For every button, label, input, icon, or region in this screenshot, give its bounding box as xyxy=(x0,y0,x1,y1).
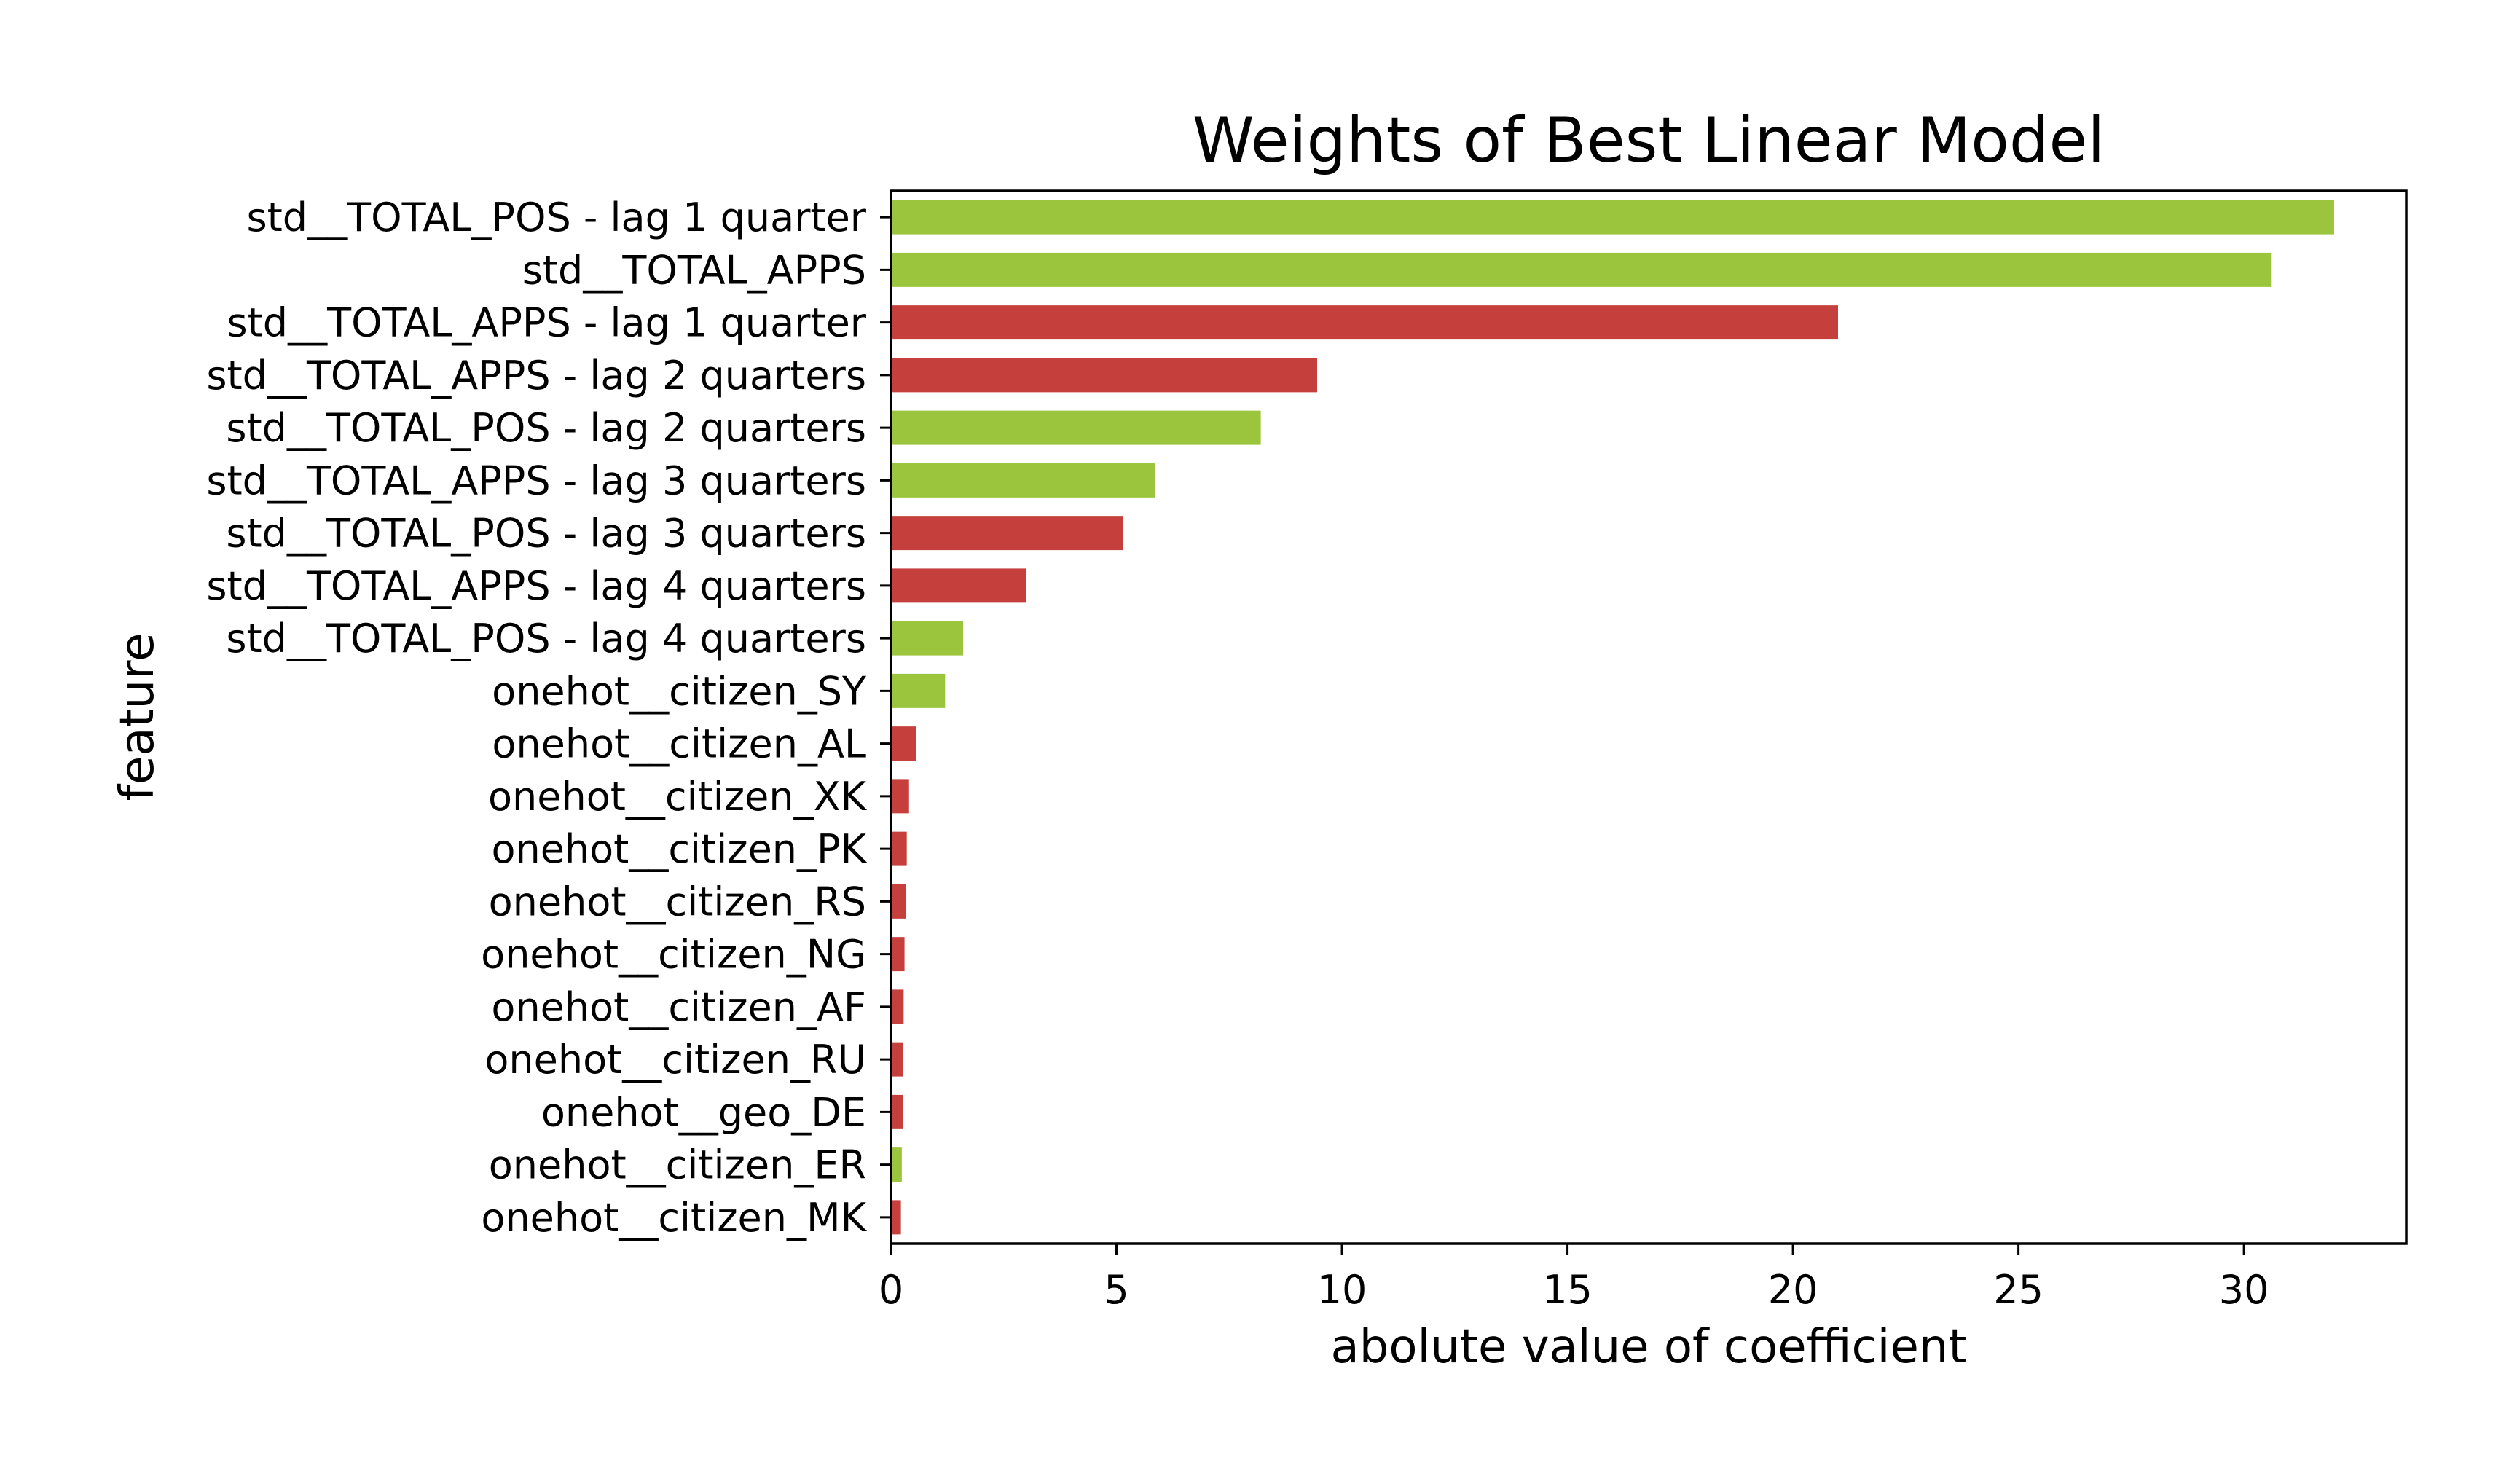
bar xyxy=(891,1094,903,1129)
bar xyxy=(891,252,2272,287)
y-tick-label: onehot__citizen_SY xyxy=(492,668,867,714)
x-tick-label: 25 xyxy=(1993,1267,2043,1313)
y-tick-label: std__TOTAL_APPS xyxy=(522,247,866,293)
y-tick-label: onehot__citizen_XK xyxy=(488,774,868,820)
x-tick-label: 20 xyxy=(1768,1267,1818,1313)
bar xyxy=(891,621,964,656)
bar xyxy=(891,831,907,866)
bar xyxy=(891,200,2334,235)
y-tick-label: std__TOTAL_APPS - lag 3 quarters xyxy=(206,458,866,503)
bar xyxy=(891,1147,902,1182)
bar xyxy=(891,305,1838,340)
x-tick-label: 10 xyxy=(1317,1267,1367,1313)
bar xyxy=(891,937,905,972)
y-tick-label: onehot__citizen_RU xyxy=(484,1037,866,1083)
bar xyxy=(891,568,1026,603)
y-tick-label: std__TOTAL_APPS - lag 4 quarters xyxy=(206,563,866,609)
y-tick-label: onehot__geo_DE xyxy=(541,1089,866,1135)
y-tick-labels: std__TOTAL_POS - lag 1 quarter std__TOTAL… xyxy=(206,195,891,1241)
y-tick-label: std__TOTAL_POS - lag 3 quarters xyxy=(226,511,866,557)
y-tick-label: onehot__citizen_MK xyxy=(481,1195,867,1241)
y-tick-label: onehot__citizen_AF xyxy=(491,984,866,1030)
x-axis-label: abolute value of coefficient xyxy=(1331,1320,1967,1374)
bar xyxy=(891,1042,903,1077)
bar xyxy=(891,463,1155,498)
bar xyxy=(891,410,1261,445)
y-tick-label: onehot__citizen_NG xyxy=(481,932,866,978)
y-tick-label: onehot__citizen_AL xyxy=(492,721,866,767)
bar xyxy=(891,358,1317,393)
y-tick-label: onehot__citizen_ER xyxy=(489,1142,866,1188)
y-tick-label: std__TOTAL_POS - lag 4 quarters xyxy=(226,616,866,661)
y-tick-label: std__TOTAL_APPS - lag 2 quarters xyxy=(206,353,866,399)
y-tick-label: onehot__citizen_PK xyxy=(491,826,867,872)
x-tick-label: 15 xyxy=(1542,1267,1593,1313)
x-tick-label: 30 xyxy=(2219,1267,2269,1313)
bar xyxy=(891,726,916,761)
bar xyxy=(891,673,946,708)
plot-frame xyxy=(890,189,2408,1245)
y-tick-label: std__TOTAL_POS - lag 1 quarter xyxy=(247,195,867,240)
y-axis-label: feature xyxy=(111,632,165,801)
y-tick-label: std__TOTAL_APPS - lag 1 quarter xyxy=(227,300,867,346)
x-tick-label: 5 xyxy=(1104,1267,1128,1313)
chart-title: Weights of Best Linear Model xyxy=(1193,104,2105,177)
bar xyxy=(891,516,1123,551)
y-tick-label: onehot__citizen_RS xyxy=(489,879,866,924)
bar xyxy=(891,1200,901,1235)
y-tick-label: std__TOTAL_POS - lag 2 quarters xyxy=(226,405,866,451)
bars-layer xyxy=(891,200,2334,1235)
bar xyxy=(891,779,909,814)
bar xyxy=(891,989,904,1024)
bar xyxy=(891,884,906,919)
x-axis: 0 5 10 15 20 25 30 xyxy=(879,1244,2269,1313)
x-tick-label: 0 xyxy=(879,1267,903,1313)
